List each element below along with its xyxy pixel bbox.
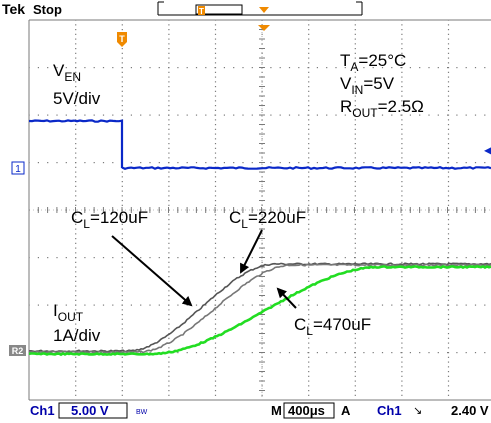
svg-text:R2: R2 <box>12 346 24 356</box>
iout-label: IOUT <box>53 301 84 324</box>
cl120-arrow <box>111 235 193 307</box>
annotations: TA=25°C VIN=5V ROUT=2.5Ω VEN 5V/div IOUT… <box>53 51 424 345</box>
rout-label: ROUT=2.5Ω <box>340 97 424 120</box>
top-status-bar: Tek Stop T <box>2 1 363 17</box>
iout-scale: 1A/div <box>53 326 101 345</box>
trigger-position-arrow[interactable] <box>259 7 269 13</box>
trigger-channel[interactable]: Ch1 <box>377 403 402 418</box>
bandwidth-limit-badge: BW <box>136 409 148 416</box>
record-trigger-marker-label: T <box>199 7 204 16</box>
record-trigger-marker <box>198 6 205 15</box>
ref2-ground-marker[interactable]: R2 <box>9 345 26 356</box>
cl220-arrow <box>240 229 263 274</box>
temperature-label: TA=25°C <box>340 51 406 74</box>
trigger-prefix: A <box>341 403 351 418</box>
waveform-traces <box>28 119 491 357</box>
ven-scale: 5V/div <box>53 89 101 108</box>
ch1-ground-marker[interactable]: 1 <box>11 161 25 175</box>
svg-text:T: T <box>119 34 125 44</box>
trigger-level[interactable]: 2.40 V <box>451 403 489 418</box>
ch1-scale-box[interactable] <box>58 402 128 419</box>
brand-label: Tek <box>2 1 25 17</box>
trigger-position-marker[interactable]: T <box>117 32 127 47</box>
record-view-window[interactable] <box>195 4 243 15</box>
timebase-value: 400μs <box>288 403 325 418</box>
graticule <box>28 19 491 401</box>
cl220-current-trace <box>28 263 491 354</box>
cl470-label: CL=470uF <box>294 315 371 338</box>
timebase-prefix: M <box>271 403 282 418</box>
ch1-trigger-level-arrow[interactable]: ◀ <box>484 143 491 157</box>
cl220-label: CL=220uF <box>229 208 306 231</box>
ven-label: VEN <box>53 61 81 84</box>
ch1-label[interactable]: Ch1 <box>30 403 55 418</box>
vin-label: VIN=5V <box>340 74 395 97</box>
ch1-scale: 5.00 V <box>71 403 109 418</box>
trigger-slope-icon[interactable]: ↘ <box>413 404 422 417</box>
cl470-current-trace <box>28 264 491 357</box>
cl470-arrow <box>276 287 297 309</box>
ch1-enable-trace <box>28 119 491 170</box>
cl120-label: CL=120uF <box>71 208 148 231</box>
timebase-box[interactable] <box>283 402 335 419</box>
acquisition-state[interactable]: Stop <box>33 2 62 17</box>
trigger-marker-lower <box>258 25 270 31</box>
svg-text:1: 1 <box>15 164 21 175</box>
bottom-status-bar: Ch1 5.00 V BW M 400μs A Ch1 ↘ 2.40 V <box>0 401 491 423</box>
